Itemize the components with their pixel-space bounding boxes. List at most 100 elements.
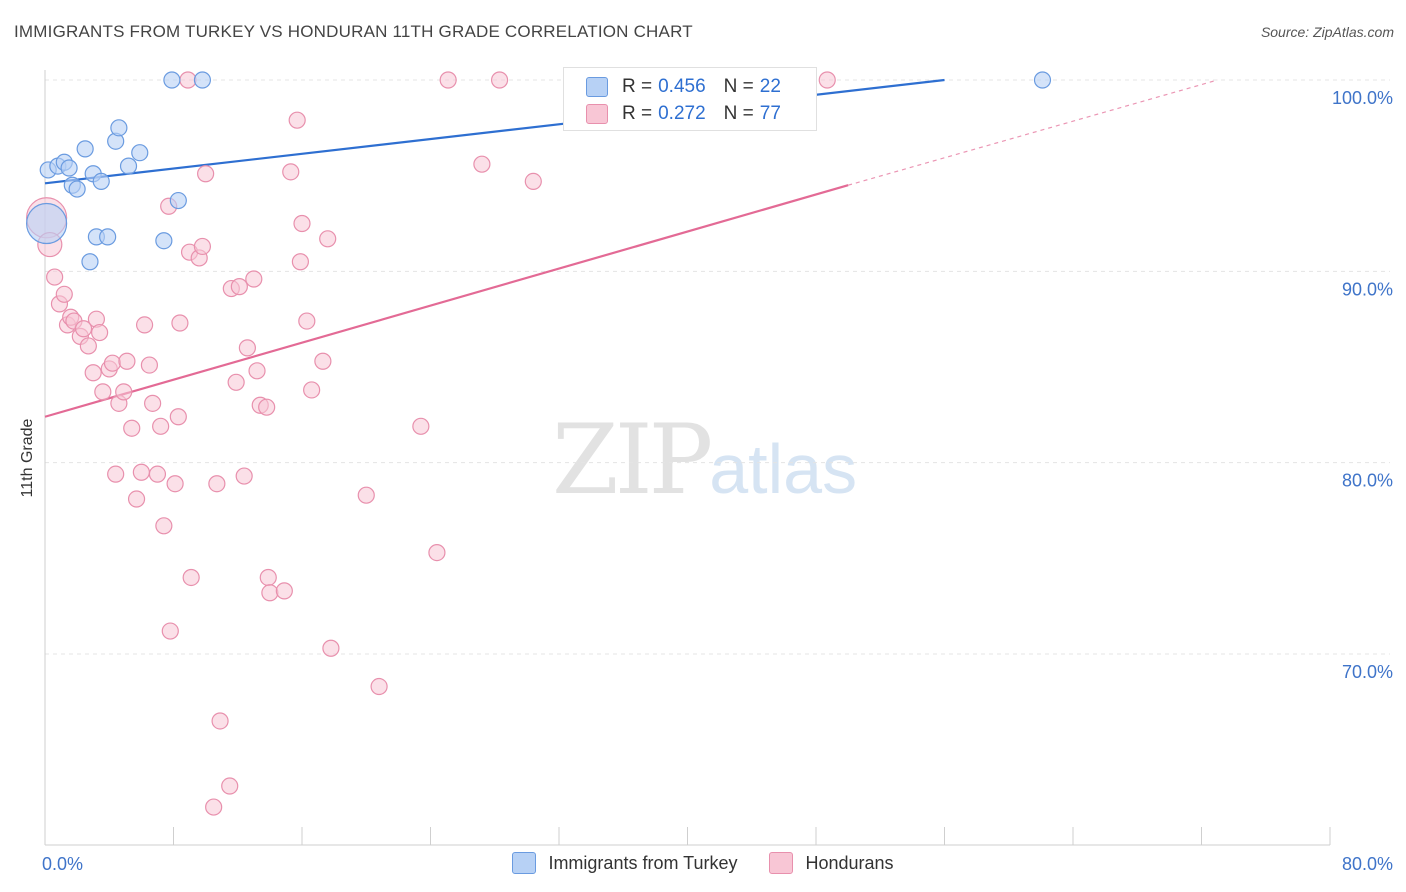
hondurans-point <box>248 362 266 380</box>
hondurans-point <box>161 622 179 640</box>
hondurans-point <box>291 253 309 271</box>
hondurans-trend-extension <box>847 79 1218 186</box>
hondurans-point <box>259 568 277 587</box>
legend-item-turkey[interactable]: Immigrants from Turkey <box>512 852 737 874</box>
turkey-point <box>26 202 68 245</box>
turkey-point <box>99 228 117 246</box>
hondurans-point <box>205 798 223 816</box>
turkey-point <box>131 144 149 162</box>
hondurans-point <box>208 475 226 493</box>
axes <box>44 70 1331 846</box>
hondurans-point <box>357 486 375 504</box>
hondurans-point <box>179 71 197 89</box>
hondurans-point <box>182 568 200 587</box>
hondurans-point <box>127 490 146 508</box>
x-tick-label: 0.0% <box>42 854 83 874</box>
watermark: ZIPatlas <box>552 404 857 516</box>
hondurans-point <box>322 639 340 657</box>
turkey-point <box>163 71 181 89</box>
turkey-point <box>110 119 128 137</box>
hondurans-point <box>258 398 276 416</box>
hondurans-point <box>171 314 189 332</box>
turkey-point <box>119 157 138 175</box>
turkey-n-label: N = <box>723 76 754 97</box>
y-tick-label: 70.0% <box>1342 662 1393 682</box>
chart-title: IMMIGRANTS FROM TURKEY VS HONDURAN 11TH … <box>14 22 693 41</box>
hondurans-r-value: 0.272 <box>658 103 706 124</box>
hondurans-point <box>238 339 256 357</box>
hondurans-point <box>103 354 122 372</box>
legend-item-hondurans[interactable]: Hondurans <box>769 852 894 874</box>
hondurans-legend-swatch <box>769 852 794 874</box>
hondurans-point <box>211 712 229 730</box>
hondurans-point <box>230 278 248 296</box>
turkey-point <box>193 71 212 89</box>
correlation-legend: R = 0.456 N = 22 R = 0.272 N = 77 <box>563 67 817 131</box>
hondurans-n-label: N = <box>723 103 754 124</box>
hondurans-point <box>144 394 162 412</box>
hondurans-point <box>123 419 141 437</box>
hondurans-point <box>79 337 97 355</box>
hondurans-point <box>107 465 125 483</box>
watermark-atlas: atlas <box>709 430 858 508</box>
turkey-n-value: 22 <box>759 76 781 97</box>
hondurans-point <box>227 373 245 391</box>
hondurans-point <box>298 312 316 330</box>
series-legend: Immigrants from Turkey Hondurans <box>0 852 1406 874</box>
hondurans-point <box>235 467 253 485</box>
hondurans-point <box>91 323 109 342</box>
hondurans-point <box>490 71 509 89</box>
hondurans-point <box>132 463 150 481</box>
turkey-legend-swatch <box>512 852 537 874</box>
source-label: Source: ZipAtlas.com <box>1260 24 1394 40</box>
hondurans-point <box>115 383 133 401</box>
hondurans-point <box>221 777 239 795</box>
turkey-point <box>92 172 110 191</box>
hondurans-legend-label: Hondurans <box>805 852 894 873</box>
y-tick-label: 100.0% <box>1332 88 1393 108</box>
turkey-legend-label: Immigrants from Turkey <box>548 852 738 873</box>
hondurans-point <box>524 172 542 191</box>
hondurans-point <box>473 155 491 173</box>
turkey-point <box>169 191 187 210</box>
hondurans-point <box>155 517 173 535</box>
tick-labels: 70.0% 80.0% 90.0% 100.0% 0.0% 80.0% <box>42 88 1393 874</box>
hondurans-point <box>293 214 311 233</box>
x-tick-label: 80.0% <box>1342 854 1393 874</box>
hondurans-r-label: R = <box>622 103 653 124</box>
hondurans-point <box>245 270 263 288</box>
hondurans-point <box>261 584 279 602</box>
hondurans-point <box>135 316 154 334</box>
turkey-point <box>68 180 86 198</box>
hondurans-point <box>303 381 321 399</box>
y-tick-label: 80.0% <box>1342 471 1393 491</box>
watermark-zip: ZIP <box>552 404 713 516</box>
turkey-point <box>155 232 173 250</box>
data-points <box>26 71 1052 816</box>
hondurans-point <box>439 71 457 89</box>
turkey-point <box>81 253 99 271</box>
hondurans-point <box>412 417 430 435</box>
hondurans-point <box>166 475 184 493</box>
hondurans-point <box>275 582 293 600</box>
hondurans-point <box>319 230 337 248</box>
hondurans-point <box>148 465 167 483</box>
legend-row-turkey: R = 0.456 N = 22 <box>586 75 781 99</box>
hondurans-point <box>46 268 64 286</box>
hondurans-swatch <box>586 104 608 124</box>
hondurans-point <box>818 71 836 89</box>
hondurans-point <box>74 320 93 338</box>
turkey-point <box>76 140 94 158</box>
hondurans-point <box>282 163 300 181</box>
hondurans-point <box>94 383 112 401</box>
turkey-swatch <box>586 77 608 97</box>
hondurans-point <box>314 352 332 370</box>
hondurans-trend-line <box>44 184 849 418</box>
hondurans-point <box>152 417 170 435</box>
hondurans-point <box>288 111 306 129</box>
hondurans-point <box>428 543 446 562</box>
turkey-r-value: 0.456 <box>658 76 706 97</box>
hondurans-point <box>197 165 215 183</box>
hondurans-point <box>140 356 159 374</box>
